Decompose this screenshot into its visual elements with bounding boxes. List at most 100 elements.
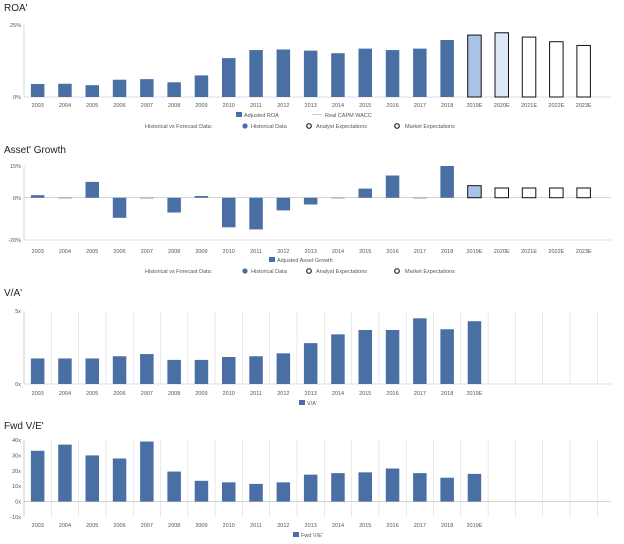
bar-adjusted-roa-2010 [222,58,236,97]
x-tick-label: 2006 [113,103,125,109]
bar-v-a-2004 [58,358,72,384]
x-tick-label: 2017 [414,523,426,529]
legend-ring-market [394,268,400,274]
x-tick-label: 2022E [548,249,564,255]
x-tick-label: 2007 [141,103,153,109]
y-tick-label: 10x [12,484,21,490]
legend-dot-historical [242,268,248,274]
bar-v-a-2009 [194,359,209,384]
bar-adjusted-roa-2016 [385,50,400,97]
bar-analyst-expectations-2019e [467,185,482,199]
y-tick-label: 5x [15,309,21,315]
x-tick-label: 2008 [168,391,180,397]
bar-fwd-v-e-2004 [58,444,72,502]
bar-adjusted-roa-2007 [140,79,154,97]
x-tick-label: 2012 [277,103,289,109]
x-tick-label: 2018 [441,523,453,529]
x-tick-label: 2003 [32,523,44,529]
x-tick-label: 2019E [466,523,482,529]
x-tick-label: 2021E [521,103,537,109]
bar-adjusted-roa-2018 [440,39,454,97]
bar-v-a-2014 [331,334,345,384]
bar-fwd-v-e-2003 [30,450,45,502]
y-tick-label: -20% [8,238,21,244]
bar-v-a-2018 [440,329,454,384]
x-tick-label: 2010 [223,523,235,529]
legend-label: Analyst Expectations [316,269,367,275]
x-tick-label: 2022E [548,103,564,109]
y-tick-label: 40x [12,438,21,444]
bar-adjusted-asset-growth-2011 [249,197,263,230]
x-tick-label: 2011 [250,249,262,255]
x-tick-label: 2012 [277,523,289,529]
legend-label: Historical Data [251,124,288,130]
legend-ring-market [394,123,400,129]
x-tick-label: 2023E [576,103,592,109]
bar-market-expectations-2021e [521,187,537,199]
bar-fwd-v-e-2007 [140,441,154,502]
x-tick-label: 2007 [141,523,153,529]
x-tick-label: 2017 [414,249,426,255]
bar-fwd-v-e-2015 [358,472,372,502]
x-tick-label: 2012 [277,391,289,397]
x-tick-label: 2019E [466,103,482,109]
y-tick-label: 0x [15,500,21,506]
x-tick-label: 2010 [223,391,235,397]
x-tick-label: 2019E [466,249,482,255]
bar-v-a-2016 [385,329,400,384]
y-tick-label: 25% [10,23,21,29]
bar-fwd-v-e-2016 [385,468,400,502]
chart-title: V/A' [4,288,22,299]
legend-label: Fwd V/E' [301,533,323,539]
bar-v-a-2005 [85,358,99,384]
x-tick-label: 2016 [386,523,398,529]
x-tick-label: 2010 [223,249,235,255]
bar-v-a-2013 [303,343,318,384]
bar-market-expectations-2022e [549,187,564,199]
x-tick-label: 2012 [277,249,289,255]
bar-adjusted-asset-growth-2015 [358,188,372,198]
x-tick-label: 2014 [332,249,344,255]
legend-label: Adjusted Asset Growth [277,258,333,264]
bar-adjusted-asset-growth-2009 [194,196,209,198]
x-tick-label: 2016 [386,103,398,109]
legend-label: Analyst Expectations [316,124,367,130]
legend-label: V/A' [307,401,317,407]
legend-swatch-historical [236,112,242,117]
x-tick-label: 2013 [305,249,317,255]
x-tick-label: 2014 [332,523,344,529]
legend-swatch [293,532,299,537]
legend-ring-analyst [306,268,312,274]
x-tick-label: 2010 [223,103,235,109]
bar-fwd-v-e-2019e [467,473,482,502]
legend-heading: Historical vs Forecast Data: [145,269,213,275]
x-tick-label: 2023E [576,249,592,255]
bar-adjusted-asset-growth-2010 [222,197,236,228]
y-tick-label: 0x [15,382,21,388]
bar-fwd-v-e-2017 [413,473,427,502]
bar-adjusted-roa-2009 [194,75,209,97]
x-tick-label: 2020E [494,249,510,255]
bar-adjusted-roa-2014 [331,53,345,97]
bar-adjusted-asset-growth-2013 [303,197,318,205]
bar-fwd-v-e-2011 [249,483,263,502]
bar-adjusted-asset-growth-2004 [58,197,72,199]
y-tick-label: -10x [10,515,21,521]
x-tick-label: 2006 [113,523,125,529]
legend-label: Market Expectations [405,124,455,130]
x-tick-label: 2009 [195,391,207,397]
legend-label: Adjusted ROA [244,113,279,119]
bar-adjusted-roa-2006 [112,79,127,97]
x-tick-label: 2006 [113,391,125,397]
x-tick-label: 2015 [359,103,371,109]
bar-v-a-2011 [249,356,263,384]
bar-adjusted-asset-growth-2018 [440,166,454,198]
chart-panel-4: Fwd V/E' 40x 30x 20x 10x 0x -10x 2003 2004 2005 20… [4,421,611,539]
bar-v-a-2006 [112,356,127,384]
bar-adjusted-roa-2012 [276,49,291,97]
bar-adjusted-roa-2017 [413,48,427,97]
x-tick-label: 2004 [59,249,71,255]
legend-ring-analyst [306,123,312,129]
x-tick-label: 2005 [86,249,98,255]
bar-v-a-2012 [276,353,291,384]
